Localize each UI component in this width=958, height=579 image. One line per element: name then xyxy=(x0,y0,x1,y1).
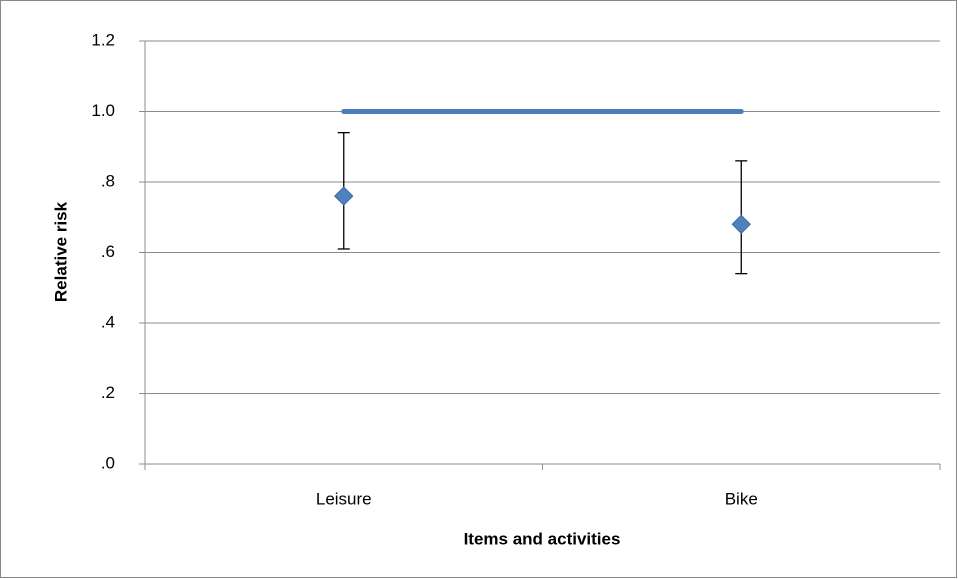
y-tick-label: .0 xyxy=(101,453,115,472)
x-axis-title: Items and activities xyxy=(464,529,621,548)
y-axis-title: Relative risk xyxy=(51,201,70,302)
point-marker xyxy=(334,186,354,206)
y-tick-label: 1.2 xyxy=(91,30,115,49)
point-marker xyxy=(731,214,751,235)
x-tick-label: Bike xyxy=(725,489,758,508)
x-tick-label: Leisure xyxy=(316,489,372,508)
y-tick-label: 1.0 xyxy=(91,101,115,120)
y-tick-label: .4 xyxy=(101,312,115,331)
y-tick-label: .6 xyxy=(101,242,115,261)
y-tick-label: .2 xyxy=(101,383,115,402)
y-tick-label: .8 xyxy=(101,171,115,190)
